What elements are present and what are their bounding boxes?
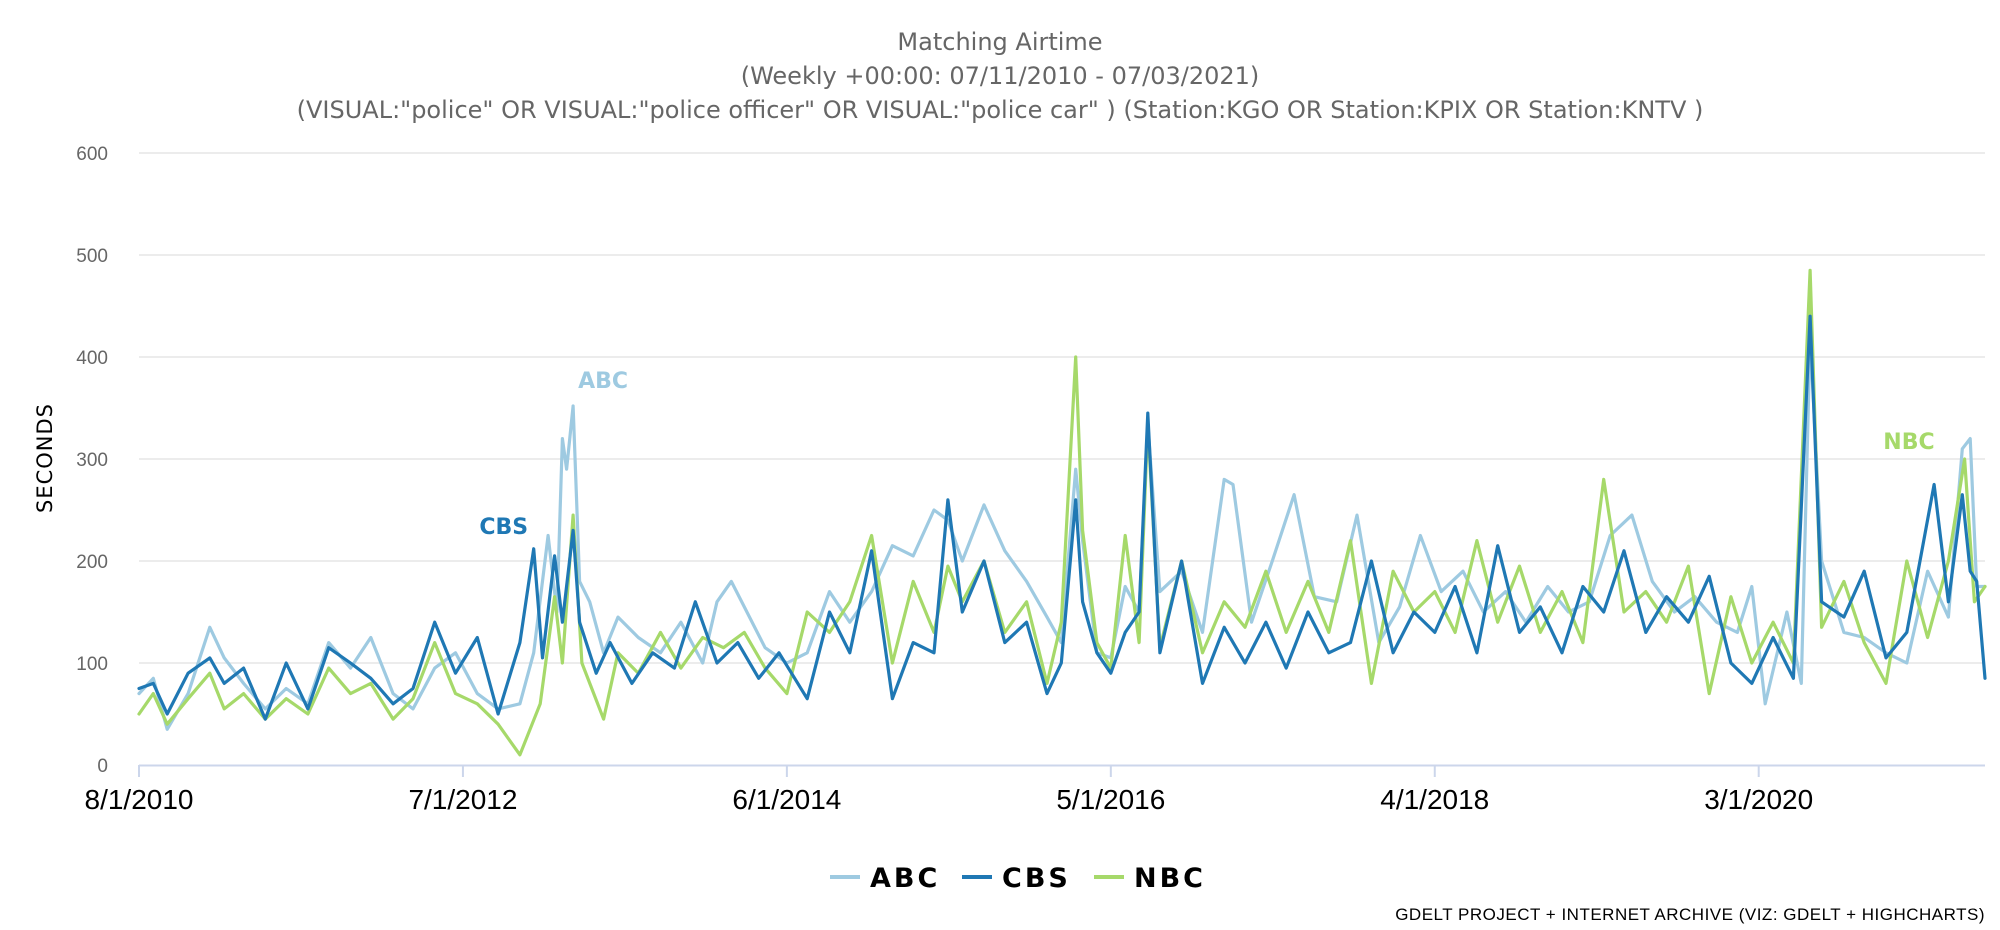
legend[interactable]: ABC CBS NBC bbox=[830, 863, 1206, 894]
x-axis: 8/1/2010 7/1/2012 6/1/2014 5/1/2016 4/1/2018… bbox=[85, 764, 1985, 815]
chart-subtitle-line2: (VISUAL:"police" OR VISUAL:"police offic… bbox=[297, 96, 1704, 124]
y-tick-label: 300 bbox=[76, 450, 108, 471]
gridlines bbox=[139, 152, 1985, 664]
y-tick-label: 400 bbox=[76, 348, 108, 369]
y-tick-label: 100 bbox=[76, 654, 108, 675]
y-axis-label: SECONDS bbox=[33, 403, 57, 513]
x-tick-label: 4/1/2018 bbox=[1380, 784, 1489, 815]
chart-title: Matching Airtime bbox=[897, 28, 1102, 56]
legend-label: ABC bbox=[870, 863, 940, 894]
series-line-abc[interactable] bbox=[137, 335, 1987, 731]
series-lines bbox=[137, 268, 1987, 757]
series-label-nbc: NBC bbox=[1883, 430, 1934, 455]
y-tick-label: 600 bbox=[76, 144, 108, 165]
x-tick-label: 6/1/2014 bbox=[732, 784, 841, 815]
y-tick-label: 500 bbox=[76, 246, 108, 267]
credits[interactable]: GDELT PROJECT + INTERNET ARCHIVE (VIZ: G… bbox=[1395, 905, 1985, 924]
x-tick-label: 8/1/2010 bbox=[85, 784, 194, 815]
y-tick-label: 0 bbox=[97, 756, 108, 777]
series-label-cbs: CBS bbox=[479, 515, 528, 540]
series-line-nbc[interactable] bbox=[137, 268, 1987, 757]
legend-item-abc[interactable]: ABC bbox=[830, 863, 940, 894]
series-line-cbs[interactable] bbox=[137, 314, 1987, 721]
x-tick-label: 7/1/2012 bbox=[408, 784, 517, 815]
y-axis-ticks: 0 100 200 300 400 500 600 bbox=[76, 144, 108, 777]
legend-item-nbc[interactable]: NBC bbox=[1094, 863, 1206, 894]
legend-label: CBS bbox=[1002, 863, 1071, 894]
x-tick-label: 3/1/2020 bbox=[1704, 784, 1813, 815]
chart-subtitle-line1: (Weekly +00:00: 07/11/2010 - 07/03/2021) bbox=[741, 62, 1260, 90]
y-tick-label: 200 bbox=[76, 552, 108, 573]
x-tick-label: 5/1/2016 bbox=[1056, 784, 1165, 815]
legend-label: NBC bbox=[1134, 863, 1206, 894]
series-label-abc: ABC bbox=[578, 369, 628, 394]
series-labels: ABC CBS NBC bbox=[479, 369, 1934, 540]
legend-item-cbs[interactable]: CBS bbox=[962, 863, 1071, 894]
